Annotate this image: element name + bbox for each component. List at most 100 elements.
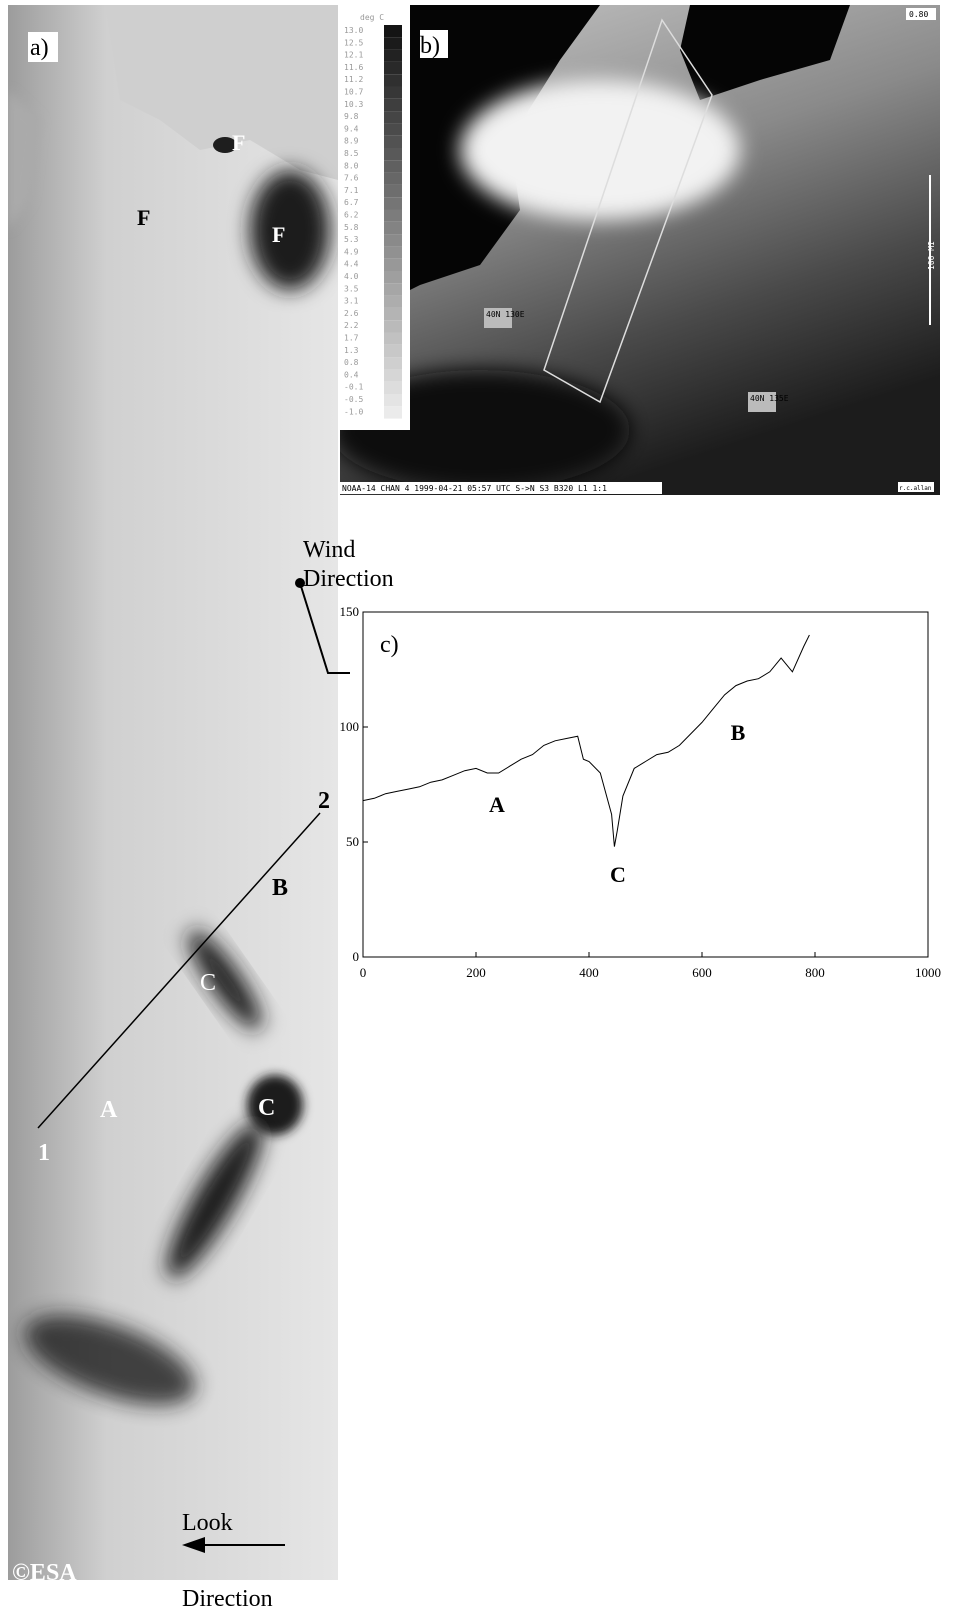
region-label: A [100,1097,118,1123]
colorbar-swatch [384,296,402,308]
look-label: Look [182,1510,233,1536]
cloud [460,80,740,220]
feature-label: F [137,205,150,230]
colorbar-label: 12.5 [344,38,363,47]
grid-label: 40N 135E [750,394,789,403]
x-tick-label: 800 [805,965,825,980]
colorbar-label: 10.7 [344,88,363,97]
colorbar-label: 6.2 [344,211,359,220]
colorbar-swatch [384,37,402,49]
scale-value: 0.80 [909,10,928,19]
colorbar-swatch [384,197,402,209]
colorbar-label: 10.3 [344,100,363,109]
colorbar-swatch [384,259,402,271]
region-label: C [258,1095,275,1121]
y-tick-label: 100 [340,719,360,734]
sar-image [8,5,338,1580]
wind-label: Wind [303,537,355,563]
colorbar-title: deg C [360,13,384,22]
colorbar-swatch [384,333,402,345]
panel-label: a) [30,35,49,61]
annotation: B [731,720,746,745]
colorbar-swatch [384,123,402,135]
region-label: B [272,875,288,901]
colorbar-label: 11.6 [344,63,363,72]
colorbar-swatch [384,210,402,222]
colorbar-label: 1.3 [344,346,359,355]
colorbar-swatch [384,308,402,320]
colorbar-label: 11.2 [344,75,363,84]
x-tick-label: 0 [360,965,367,980]
feature-label: F [272,222,285,247]
feature-label: F [232,130,245,155]
credit: r.c.allan [899,485,932,492]
colorbar-swatch [384,185,402,197]
panel-label: b) [420,33,440,59]
colorbar-label: 6.7 [344,198,359,207]
grid-label: 40N 130E [486,310,525,319]
colorbar-swatch [384,406,402,418]
colorbar-swatch [384,25,402,37]
sst-image [330,5,940,495]
scale-bar-label: 100 MI [927,241,936,270]
colorbar-label: 2.2 [344,321,359,330]
colorbar-swatch [384,50,402,62]
colorbar-label: 0.8 [344,358,359,367]
colorbar-label: 3.5 [344,284,359,293]
colorbar-label: 9.8 [344,112,359,121]
plot-frame [363,612,928,957]
colorbar-label: 8.0 [344,161,359,170]
colorbar-label: 0.4 [344,370,359,379]
chart-title: c) [380,632,399,658]
colorbar-swatch [384,62,402,74]
colorbar-swatch [384,320,402,332]
y-tick-label: 50 [346,834,359,849]
colorbar-swatch [384,345,402,357]
colorbar-label: 7.6 [344,174,359,183]
colorbar-swatch [384,271,402,283]
colorbar-swatch [384,382,402,394]
colorbar-swatch [384,111,402,123]
colorbar-swatch [384,283,402,295]
colorbar-label: 5.3 [344,235,359,244]
colorbar-label: -1.0 [344,407,363,416]
colorbar-label: 2.6 [344,309,359,318]
x-tick-label: 1000 [915,965,941,980]
colorbar-label: 1.7 [344,334,359,343]
colorbar-swatch [384,99,402,111]
colorbar-label: 4.9 [344,247,359,256]
x-tick-label: 400 [579,965,599,980]
colorbar-swatch [384,369,402,381]
colorbar-swatch [384,74,402,86]
colorbar-swatch [384,222,402,234]
colorbar-swatch [384,148,402,160]
colorbar-label: 9.4 [344,124,359,133]
x-tick-label: 600 [692,965,712,980]
colorbar-label: -0.5 [344,395,363,404]
colorbar-label: 3.1 [344,297,359,306]
patch [250,170,330,290]
colorbar-swatch [384,136,402,148]
footer: NOAA-14 CHAN 4 1999-04-21 05:57 UTC S->N… [342,484,607,493]
colorbar-label: 4.4 [344,260,359,269]
look-label: Direction [182,1586,273,1612]
colorbar-label: 5.8 [344,223,359,232]
colorbar-label: -0.1 [344,383,363,392]
credit: ©ESA [12,1560,77,1586]
colorbar-label: 13.0 [344,26,363,35]
wind-label: Direction [303,566,394,592]
colorbar-label: 8.9 [344,137,359,146]
colorbar-label: 12.1 [344,51,363,60]
colorbar-label: 4.0 [344,272,359,281]
figure: a) F F F A B C C 1 2 Wind Direction ©ESA… [0,0,970,1613]
colorbar-swatch [384,394,402,406]
y-tick-label: 0 [353,949,360,964]
colorbar-swatch [384,87,402,99]
region-label: C [200,970,216,996]
colorbar-swatch [384,246,402,258]
annotation: A [489,792,505,817]
x-tick-label: 200 [466,965,486,980]
colorbar-swatch [384,357,402,369]
colorbar-label: 8.5 [344,149,359,158]
